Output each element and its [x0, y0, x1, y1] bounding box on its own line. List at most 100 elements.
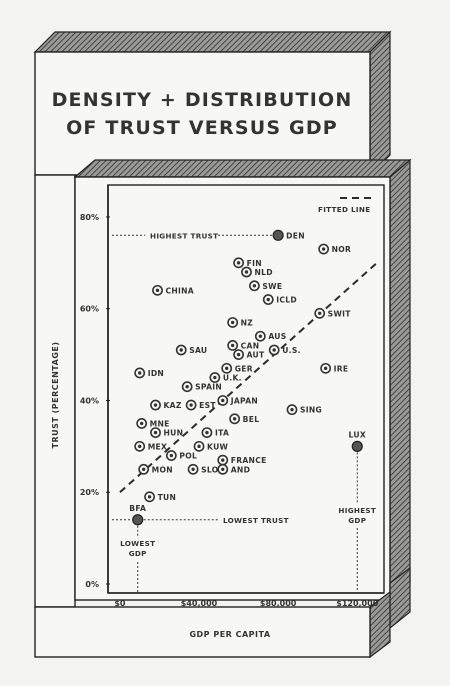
axes: TRUST (PERCENTAGE) GDP PER CAPITA 0% 20% 40%… [51, 213, 379, 639]
data-point-center [230, 320, 235, 325]
data-point-center [221, 398, 225, 403]
data-point-center [185, 385, 189, 389]
x-tick-label: $40,000 [181, 599, 218, 608]
data-point-center [221, 467, 225, 471]
point-label: BEL [243, 415, 260, 424]
x-tick-label: $0 [114, 599, 126, 608]
data-point-center [169, 453, 174, 458]
point-label: AND [231, 465, 250, 474]
lowest-gdp-label: LOWEST GDP [120, 539, 155, 558]
data-point-center [252, 284, 257, 288]
x-tick-label: $80,000 [260, 599, 297, 608]
data-point-center [236, 261, 241, 265]
data-point-center [137, 444, 142, 449]
point-label: DEN [286, 231, 305, 240]
data-point-center [272, 348, 276, 352]
data-point-center [317, 311, 322, 315]
point-label: SPAIN [195, 383, 222, 392]
data-point-center [197, 444, 201, 449]
data-point-center [155, 288, 160, 293]
data-point-center [236, 352, 241, 357]
point-label: BFA [129, 504, 146, 513]
y-tick-label: 0% [85, 580, 99, 589]
point-label: AUT [247, 351, 265, 360]
highest-gdp-label: HIGHEST GDP [338, 506, 376, 525]
point-label: SWIT [328, 309, 352, 318]
point-label: EST [199, 401, 216, 410]
data-point-lux [351, 440, 363, 452]
data-point-center [213, 375, 217, 380]
point-label: AUS [268, 332, 286, 341]
point-label: U.K. [223, 374, 242, 383]
annotations: HIGHEST TRUST LOWEST TRUST LOWEST GDP HIGHES… [112, 231, 376, 592]
data-point-center [153, 403, 158, 407]
point-label: U.S. [282, 346, 301, 355]
data-point-center [225, 366, 229, 371]
point-label: MEX [148, 442, 168, 451]
data-point-center [139, 421, 144, 426]
data-point-center [232, 417, 237, 421]
data-point-center [323, 366, 328, 371]
point-label: SWE [262, 282, 282, 291]
point-label: IRE [334, 364, 349, 373]
point-label: GER [235, 364, 253, 373]
point-label: CHINA [165, 286, 194, 295]
highest-trust-label: HIGHEST TRUST [150, 231, 218, 240]
y-tick-label: 60% [80, 305, 99, 314]
point-label: TUN [158, 493, 177, 502]
point-label: ITA [215, 429, 229, 438]
point-label: POL [179, 452, 197, 461]
data-point-center [205, 430, 209, 435]
point-label: KAZ [164, 401, 182, 410]
point-label: SLO [201, 465, 219, 474]
point-label: HUN [164, 429, 184, 438]
y-tick-label: 20% [80, 488, 99, 497]
data-point-center [244, 270, 249, 274]
point-label: MON [152, 465, 173, 474]
data-point-center [266, 297, 270, 302]
point-label: SAU [189, 346, 207, 355]
data-point-center [191, 467, 195, 471]
fitted-line [119, 262, 378, 493]
x-tick-label: $120,000 [336, 599, 378, 608]
data-point-center [189, 403, 193, 407]
data-point-center [221, 458, 225, 462]
point-label: NOR [332, 245, 352, 254]
x-axis-block [34, 590, 391, 659]
data-point-center [258, 334, 263, 338]
point-label: NLD [255, 268, 273, 277]
title-block: DENSITY + DISTRIBUTION OF TRUST VERSUS GD… [33, 30, 392, 177]
point-label: CAN [241, 341, 260, 350]
data-point-center [137, 371, 142, 375]
data-point-center [141, 467, 146, 471]
chart-title: DENSITY + DISTRIBUTION OF TRUST VERSUS GD… [52, 89, 353, 139]
point-label: FRANCE [231, 456, 267, 465]
point-label: JAPAN [230, 396, 258, 405]
lowest-trust-label: LOWEST TRUST [223, 516, 289, 525]
plot-frame [73, 158, 412, 630]
data-point-center [230, 343, 235, 348]
data-point-center [147, 495, 152, 499]
point-label: LUX [349, 430, 367, 439]
data-point-center [179, 348, 183, 352]
point-label: IDN [148, 369, 164, 378]
point-label: NZ [241, 318, 254, 327]
point-label: MNE [150, 419, 170, 428]
x-axis-title: GDP PER CAPITA [189, 630, 270, 639]
data-point-center [153, 430, 158, 435]
point-label: ICLD [276, 296, 297, 305]
point-label: KUW [207, 442, 229, 451]
y-axis-pillar [34, 174, 76, 608]
y-tick-label: 40% [80, 396, 99, 405]
point-label: SING [300, 406, 322, 415]
legend-label: FITTED LINE [318, 205, 370, 214]
y-tick-label: 80% [80, 213, 99, 222]
point-label: FIN [247, 259, 262, 268]
data-point-bfa [132, 514, 144, 526]
data-point-den [272, 229, 284, 241]
data-point-center [290, 407, 294, 412]
y-axis-title: TRUST (PERCENTAGE) [51, 341, 60, 448]
data-point-center [321, 247, 326, 251]
